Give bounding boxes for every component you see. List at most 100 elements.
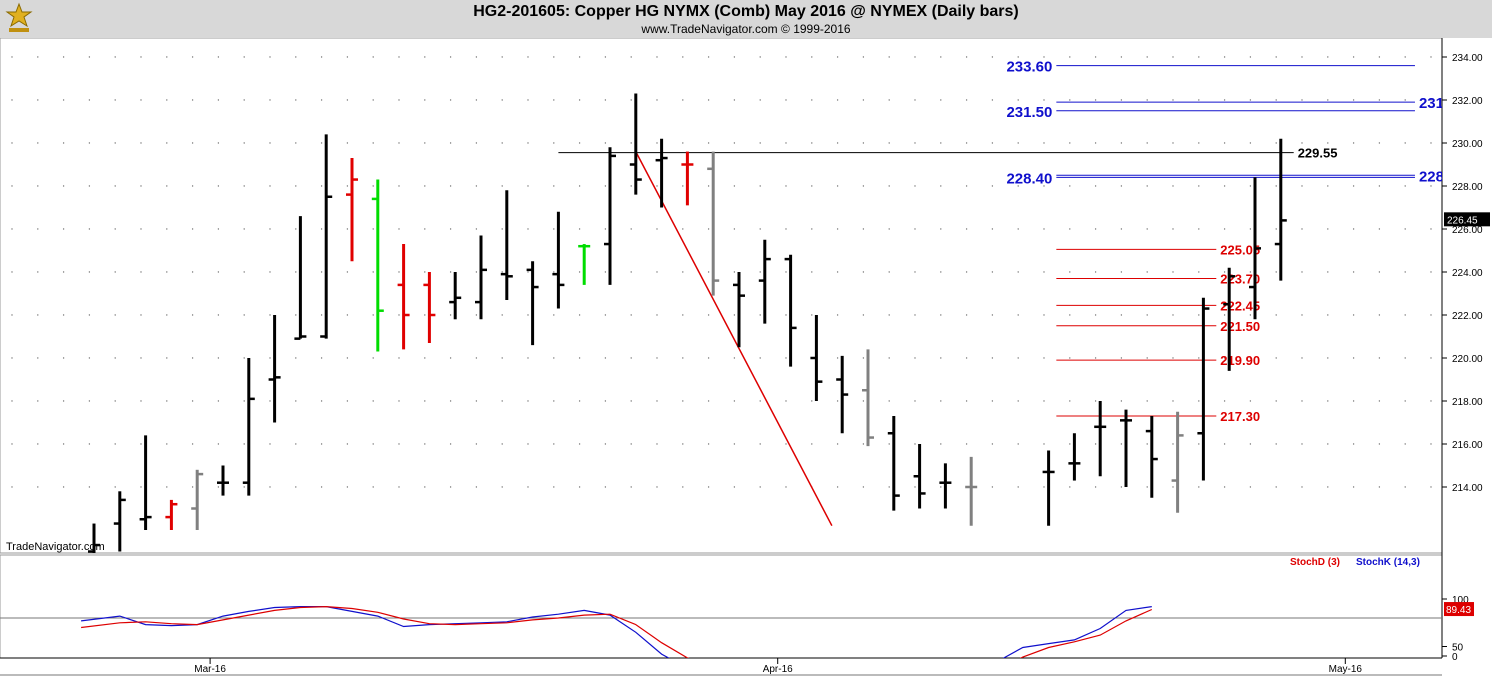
grid-dot <box>759 443 761 445</box>
grid-dot <box>372 56 374 58</box>
stoch-series-line <box>81 605 1152 658</box>
grid-dot <box>707 56 710 58</box>
grid-dot <box>346 443 349 445</box>
grid-dot <box>191 314 194 316</box>
grid-dot <box>320 357 323 359</box>
grid-dot <box>1378 142 1381 144</box>
grid-dot <box>295 314 297 316</box>
grid-dot <box>501 314 503 316</box>
grid-dot <box>630 314 632 316</box>
grid-dot <box>1120 486 1123 488</box>
grid-dot <box>1430 228 1432 230</box>
grid-dot <box>836 142 839 144</box>
grid-dot <box>811 271 813 273</box>
grid-dot <box>707 99 710 101</box>
grid-dot <box>991 185 994 187</box>
price-panel <box>0 38 1443 554</box>
grid-dot <box>965 400 968 402</box>
grid-dot <box>295 56 297 58</box>
grid-dot <box>1094 99 1097 101</box>
grid-dot <box>217 142 220 144</box>
grid-dot <box>1327 142 1329 144</box>
grid-dot <box>1275 357 1277 359</box>
grid-dot <box>914 228 916 230</box>
grid-dot <box>1404 400 1406 402</box>
grid-dot <box>553 56 555 58</box>
grid-dot <box>140 185 142 187</box>
grid-dot <box>914 271 916 273</box>
grid-dot <box>140 357 142 359</box>
trendline <box>635 151 833 527</box>
grid-dot <box>449 486 452 488</box>
grid-dot <box>1120 400 1123 402</box>
grid-dot <box>578 56 581 58</box>
grid-dot <box>1327 271 1329 273</box>
grid-dot <box>785 271 787 273</box>
grid-dot <box>965 99 968 101</box>
grid-dot <box>1172 443 1174 445</box>
grid-dot <box>346 271 349 273</box>
grid-dot <box>11 271 13 273</box>
grid-dot <box>166 271 168 273</box>
grid-dot <box>1146 142 1148 144</box>
grid-dot <box>1043 99 1045 101</box>
grid-dot <box>295 357 297 359</box>
grid-dot <box>785 99 787 101</box>
grid-dot <box>217 56 220 58</box>
grid-dot <box>991 357 994 359</box>
grid-dot <box>372 99 374 101</box>
grid-dot <box>836 486 839 488</box>
grid-dot <box>1146 99 1148 101</box>
grid-dot <box>295 443 297 445</box>
grid-dot <box>88 314 91 316</box>
stochastic-panel <box>0 554 1443 659</box>
grid-dot <box>630 357 632 359</box>
grid-dot <box>1223 99 1226 101</box>
grid-dot <box>424 400 426 402</box>
grid-dot <box>991 443 994 445</box>
grid-dot <box>320 400 323 402</box>
grid-dot <box>217 99 220 101</box>
grid-dot <box>372 271 374 273</box>
grid-dot <box>1404 443 1406 445</box>
grid-dot <box>37 400 39 402</box>
grid-dot <box>527 314 529 316</box>
grid-dot <box>398 271 400 273</box>
grid-dot <box>398 357 400 359</box>
grid-dot <box>424 357 426 359</box>
grid-dot <box>604 56 607 58</box>
grid-dot <box>269 228 271 230</box>
grid-dot <box>1094 228 1097 230</box>
level-label: 229.55 <box>1298 146 1338 161</box>
grid-dot <box>217 486 220 488</box>
grid-dot <box>1146 271 1148 273</box>
grid-dot <box>604 443 607 445</box>
grid-dot <box>553 228 555 230</box>
grid-dot <box>1120 185 1123 187</box>
grid-dot <box>785 486 787 488</box>
grid-dot <box>1249 314 1252 316</box>
grid-dot <box>888 99 890 101</box>
y-tick-label: 218.00 <box>1452 397 1483 408</box>
grid-dot <box>269 486 271 488</box>
grid-dot <box>501 400 503 402</box>
grid-dot <box>114 400 116 402</box>
grid-dot <box>811 56 813 58</box>
grid-dot <box>372 314 374 316</box>
grid-dot <box>449 443 452 445</box>
grid-dot <box>269 271 271 273</box>
grid-dot <box>475 486 478 488</box>
grid-dot <box>527 56 529 58</box>
axis-strip <box>1442 38 1492 678</box>
chart-canvas[interactable]: 214.00 216.00 218.00 220.00 222.00 224.00 226.… <box>0 38 1492 678</box>
level-label: 221.50 <box>1220 319 1260 334</box>
grid-dot <box>604 271 607 273</box>
grid-dot <box>914 357 916 359</box>
grid-dot <box>1120 228 1123 230</box>
grid-dot <box>114 56 116 58</box>
grid-dot <box>346 56 349 58</box>
grid-dot <box>759 314 761 316</box>
grid-dot <box>991 314 994 316</box>
grid-dot <box>759 400 761 402</box>
grid-dot <box>1430 486 1432 488</box>
